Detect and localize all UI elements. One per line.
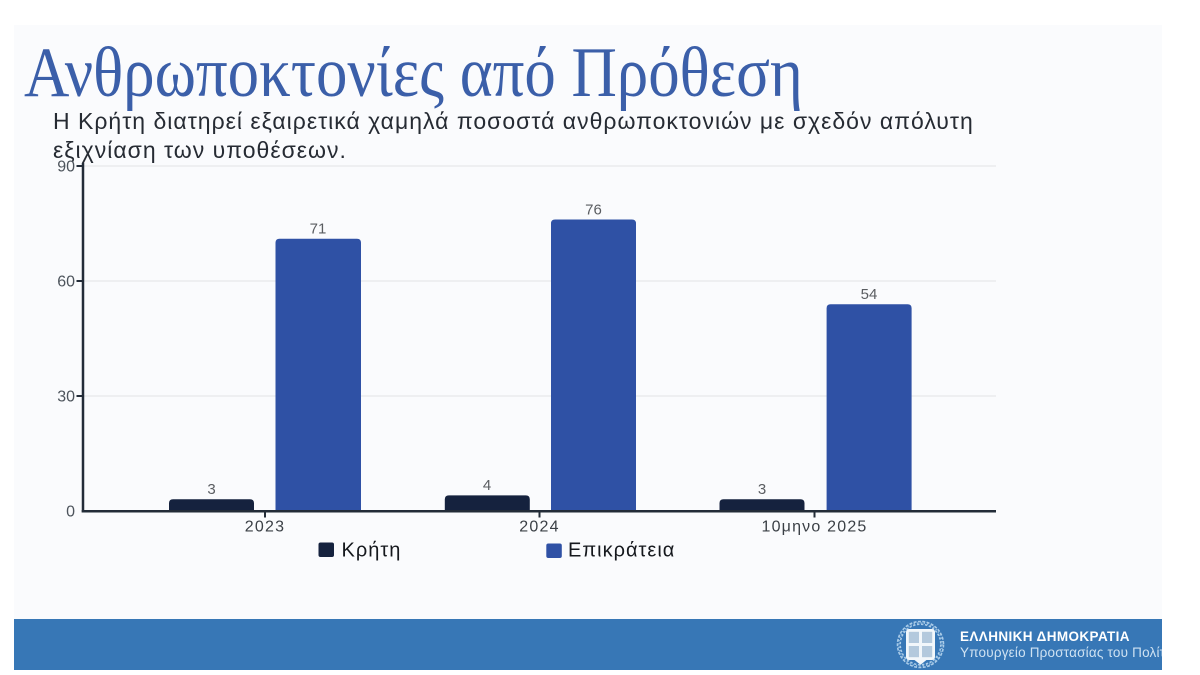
- svg-text:2024: 2024: [519, 519, 559, 536]
- svg-text:4: 4: [483, 477, 491, 494]
- svg-text:90: 90: [57, 159, 75, 176]
- svg-text:2023: 2023: [245, 519, 285, 536]
- svg-text:60: 60: [57, 274, 75, 291]
- svg-text:54: 54: [861, 286, 878, 303]
- svg-text:10μηνο 2025: 10μηνο 2025: [761, 519, 867, 536]
- svg-text:76: 76: [585, 201, 602, 218]
- svg-text:71: 71: [310, 221, 327, 238]
- svg-text:0: 0: [66, 504, 75, 521]
- svg-text:3: 3: [758, 481, 766, 498]
- svg-text:30: 30: [57, 389, 75, 406]
- svg-text:3: 3: [207, 481, 215, 498]
- svg-text:Επικράτεια: Επικράτεια: [568, 540, 675, 562]
- svg-text:Κρήτη: Κρήτη: [342, 540, 402, 562]
